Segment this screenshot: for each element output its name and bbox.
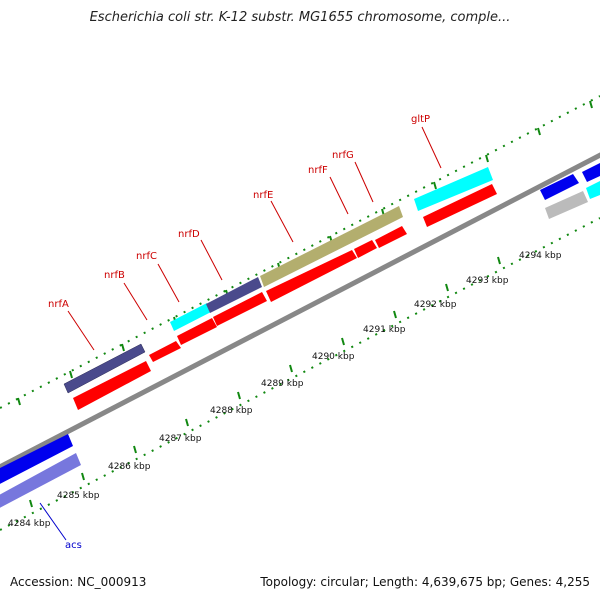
scale-label: 4290 kbp — [312, 352, 355, 362]
gene-feature-nrfA-cds[interactable] — [73, 361, 151, 410]
gene-feature-nrfE[interactable] — [260, 206, 403, 287]
gene-label-nrfG[interactable]: nrfG — [332, 150, 354, 161]
scale-label: 4292 kbp — [414, 300, 457, 310]
upper-major-ticks — [17, 100, 593, 406]
scale-label: 4286 kbp — [108, 462, 151, 472]
sequence-summary: Topology: circular; Length: 4,639,675 bp… — [260, 575, 590, 589]
scale-label: 4287 kbp — [159, 434, 202, 444]
gene-feature-nrfE-cds[interactable] — [266, 250, 357, 302]
gene-feature-nrfC-cds[interactable] — [177, 318, 217, 345]
chromosome-backbone — [0, 152, 600, 470]
gene-label-nrfC[interactable]: nrfC — [136, 251, 157, 262]
gene-labels: nrfA nrfB nrfC nrfD nrfE nrfF nrfG gltP … — [48, 114, 430, 551]
scale-labels: 4284 kbp 4285 kbp 4286 kbp 4287 kbp 4288… — [8, 251, 562, 529]
gene-feature-nrfG[interactable] — [375, 226, 407, 248]
gene-feature-right-grey[interactable] — [545, 191, 588, 219]
scale-label: 4293 kbp — [466, 276, 509, 286]
map-title: Escherichia coli str. K-12 substr. MG165… — [89, 10, 511, 25]
scale-label: 4288 kbp — [210, 406, 253, 416]
gene-feature-nrfF[interactable] — [354, 240, 377, 258]
gene-label-nrfD[interactable]: nrfD — [178, 229, 200, 240]
gene-feature-right-blue-2[interactable] — [582, 163, 600, 182]
gene-feature-gltP[interactable] — [414, 167, 493, 211]
gene-label-leaders — [67, 126, 442, 351]
gene-feature-nrfC[interactable] — [170, 303, 211, 331]
gene-feature-right-blue[interactable] — [540, 174, 579, 200]
gene-label-nrfB[interactable]: nrfB — [104, 270, 125, 281]
gene-feature-left-blue[interactable] — [0, 434, 73, 489]
gene-label-nrfA[interactable]: nrfA — [48, 299, 69, 310]
gene-feature-nrfB[interactable] — [149, 341, 181, 362]
scale-label: 4294 kbp — [519, 251, 562, 261]
lower-major-ticks — [29, 256, 501, 508]
scale-label: 4289 kbp — [261, 379, 304, 389]
gene-label-nrfE[interactable]: nrfE — [253, 190, 273, 201]
gene-feature-gltP-cds[interactable] — [423, 184, 497, 227]
gene-feature-nrfA[interactable] — [63, 343, 146, 394]
scale-label: 4285 kbp — [57, 491, 100, 501]
gene-label-acs[interactable]: acs — [65, 540, 82, 551]
gene-label-nrfF[interactable]: nrfF — [308, 165, 328, 176]
feature-track-reverse — [0, 434, 81, 513]
gene-feature-nrfD[interactable] — [206, 277, 262, 313]
gene-feature-acs[interactable] — [0, 453, 81, 513]
gene-feature-nrfD-cds[interactable] — [213, 292, 267, 326]
gene-feature-right-cyan[interactable] — [586, 181, 600, 199]
accession-label: Accession: NC_000913 — [10, 575, 147, 589]
feature-track-forward — [63, 163, 600, 410]
scale-label: 4291 kbp — [363, 325, 406, 335]
upper-tick-track — [0, 95, 600, 409]
gene-label-gltP[interactable]: gltP — [411, 114, 430, 125]
acs-leader — [39, 502, 67, 541]
scale-label: 4284 kbp — [8, 519, 51, 529]
